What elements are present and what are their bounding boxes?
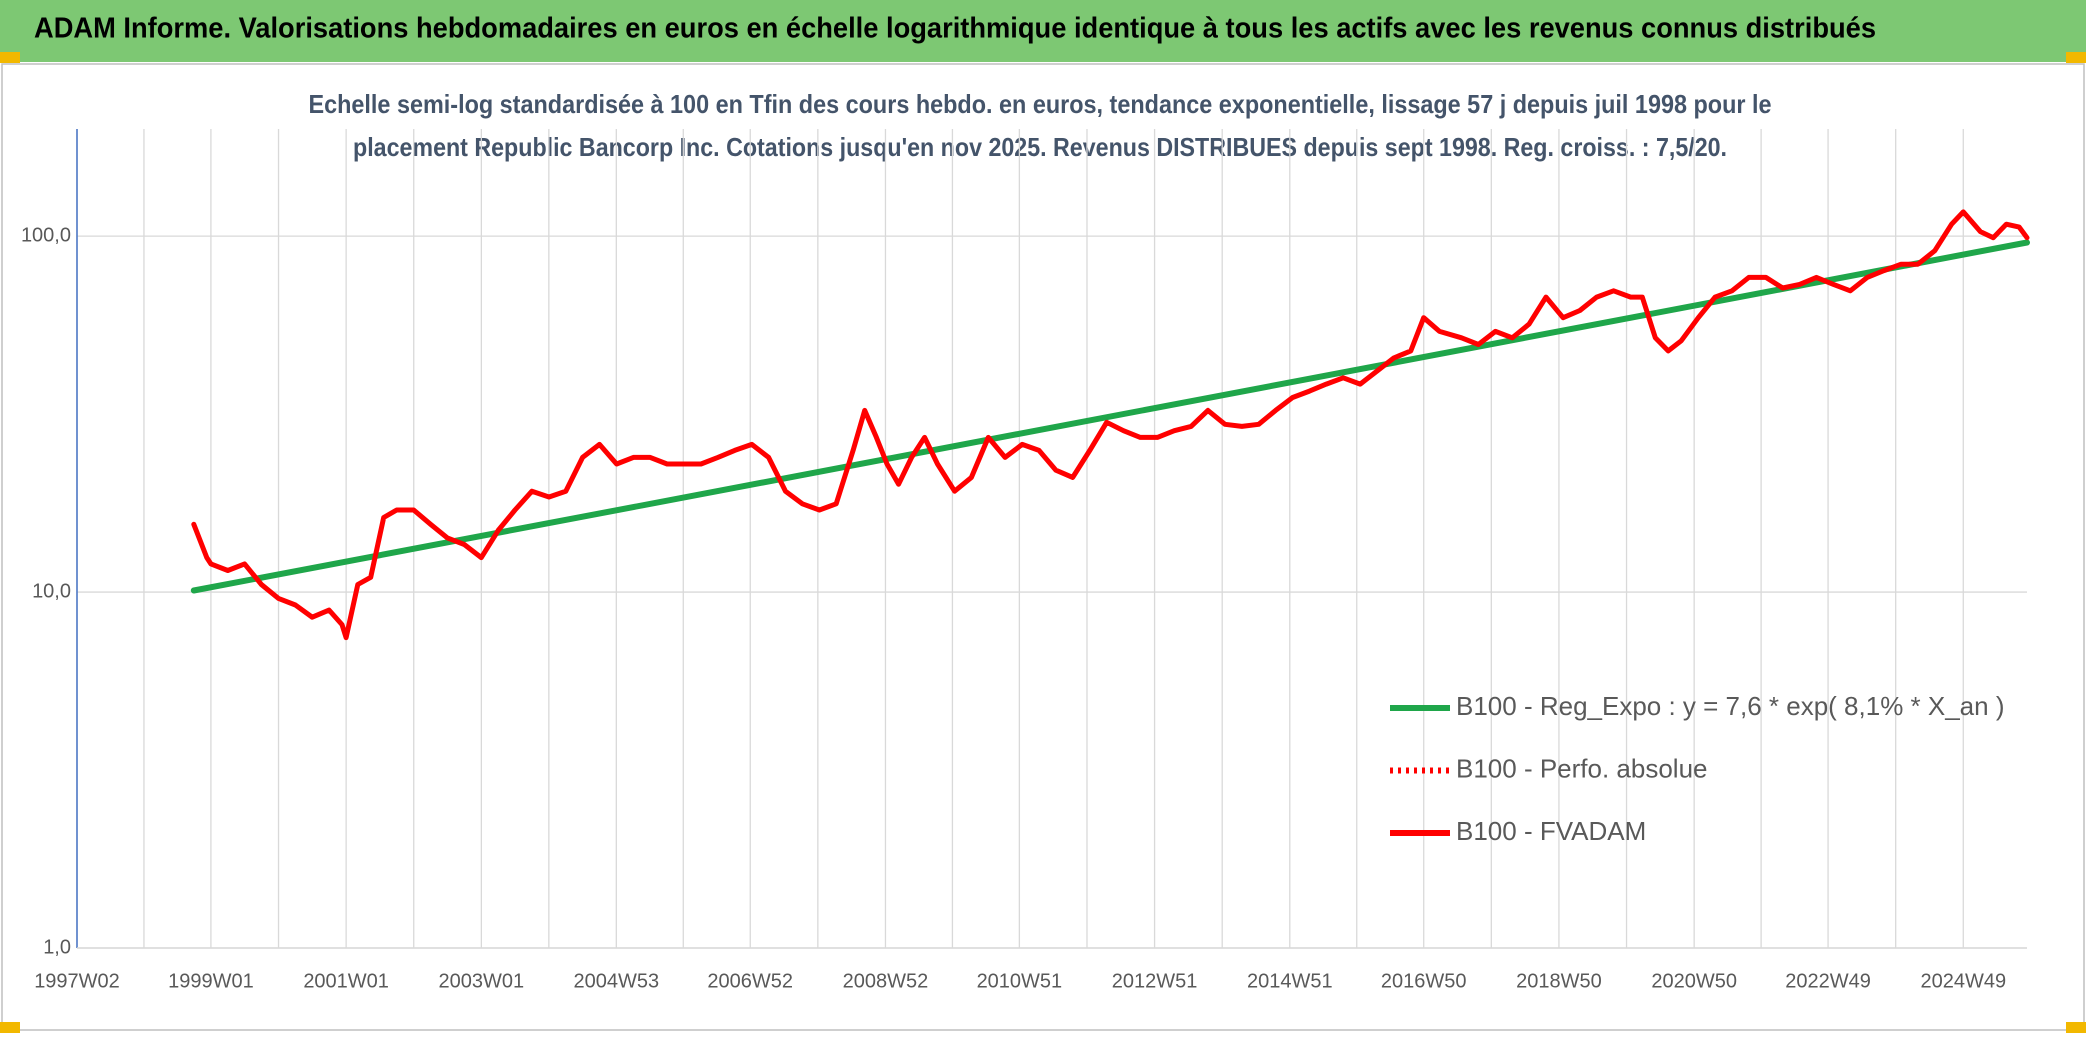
x-tick-label: 2006W52 <box>707 970 793 992</box>
x-tick-label: 2008W52 <box>843 970 929 992</box>
x-tick-label: 2010W51 <box>977 970 1063 992</box>
x-tick-label: 2024W49 <box>1920 970 2006 992</box>
x-tick-label: 1997W02 <box>34 970 120 992</box>
chart-subtitle: placement Republic Bancorp Inc. Cotation… <box>353 132 1727 162</box>
x-tick-label: 2003W01 <box>439 970 525 992</box>
header-bar <box>0 0 2086 62</box>
corner-mark <box>2066 52 2086 63</box>
corner-mark <box>0 1022 20 1033</box>
frame <box>1 63 2085 1031</box>
x-tick-label: 2014W51 <box>1247 970 1333 992</box>
chart-subtitle: Echelle semi-log standardisée à 100 en T… <box>309 89 1772 119</box>
legend-label: B100 - Reg_Expo : y = 7,6 * exp( 8,1% * … <box>1456 691 2005 721</box>
x-tick-label: 2004W53 <box>574 970 660 992</box>
x-tick-label: 2018W50 <box>1516 970 1602 992</box>
corner-mark <box>2066 1022 2086 1033</box>
x-tick-label: 2022W49 <box>1785 970 1871 992</box>
series-line <box>191 209 2030 641</box>
x-tick-label: 2012W51 <box>1112 970 1198 992</box>
y-tick-label: 1,0 <box>43 936 71 958</box>
y-tick-label: 10,0 <box>32 580 71 602</box>
header-title: ADAM Informe. Valorisations hebdomadaire… <box>34 13 1876 45</box>
x-tick-label: 2001W01 <box>303 970 389 992</box>
y-tick-label: 100,0 <box>21 224 71 246</box>
legend-label: B100 - FVADAM <box>1456 816 1646 846</box>
corner-mark <box>0 52 20 63</box>
x-tick-label: 2016W50 <box>1381 970 1467 992</box>
x-tick-label: 1999W01 <box>168 970 254 992</box>
legend-label: B100 - Perfo. absolue <box>1456 753 1708 783</box>
x-tick-label: 2020W50 <box>1651 970 1737 992</box>
